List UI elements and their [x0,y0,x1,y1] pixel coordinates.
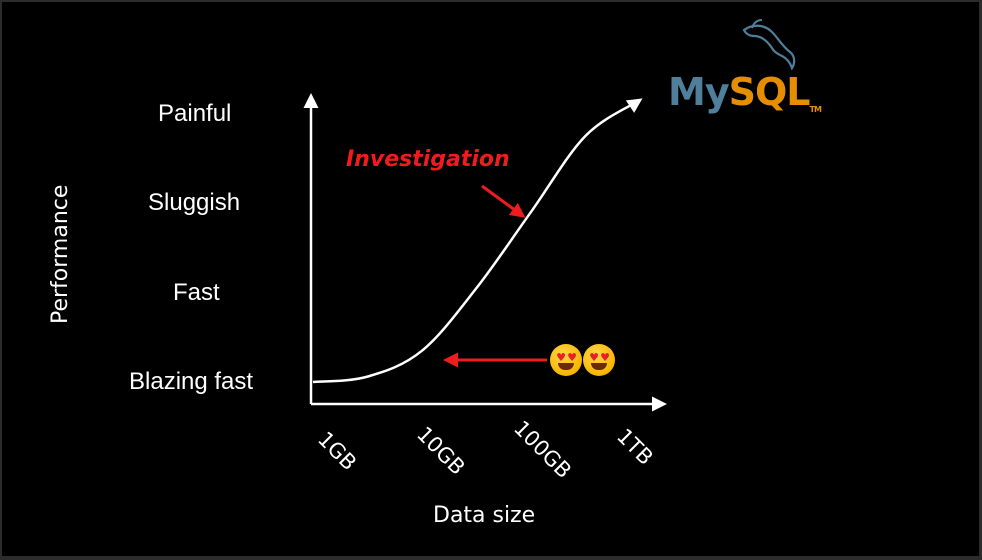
performance-curve [312,98,643,384]
dolphin-icon [742,19,796,71]
y-axis-label: Performance [48,184,73,324]
y-tick-label: Painful [158,100,232,127]
investigation-annotation: Investigation [346,147,510,172]
heart-eyes-emoji: ♥ ♥ [550,344,582,376]
y-tick-label: Fast [173,279,220,306]
x-axis-label: Data size [433,503,536,528]
heart-eyes-emoji: ♥ ♥ [583,344,615,376]
mysql-logo: MySQLTM [668,70,822,114]
y-tick-label: Sluggish [148,189,241,216]
y-tick-label: Blazing fast [129,368,254,395]
investigation-arrow [481,184,526,218]
